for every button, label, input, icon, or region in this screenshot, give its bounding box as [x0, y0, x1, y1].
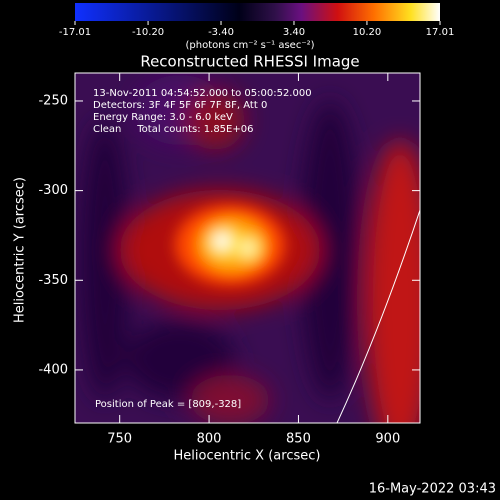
colorbar: [75, 3, 440, 21]
y-axis-label: Heliocentric Y (arcsec): [13, 177, 28, 323]
y-tick-label: -350: [38, 273, 68, 288]
colorbar-tick-label: 17.01: [426, 27, 455, 38]
plot-frame: [74, 72, 421, 424]
image: [75, 73, 420, 423]
x-tick-label: 850: [286, 432, 311, 447]
colorbar-tick-label: -3.40: [208, 27, 234, 38]
y-tick-label: -250: [38, 93, 68, 108]
info-line: Detectors: 3F 4F 5F 6F 7F 8F, Att 0: [93, 100, 267, 111]
colorbar-units: (photons cm⁻² s⁻¹ asec⁻²): [185, 40, 314, 51]
x-axis-label: Heliocentric X (arcsec): [174, 449, 321, 464]
peak-label: Position of Peak = [809,-328]: [95, 399, 241, 410]
footer: 16-May-2022 03:43: [369, 482, 496, 497]
y-tick-label: -400: [38, 362, 68, 377]
info-line: Clean Total counts: 1.85E+06: [93, 124, 253, 135]
y-tick-label: -300: [38, 183, 68, 198]
colorbar-tick-label: 3.40: [283, 27, 305, 38]
chart-title: Reconstructed RHESSI Image: [140, 53, 359, 71]
colorbar-tick-label: -17.01: [59, 27, 91, 38]
colorbar-tick-label: -10.20: [132, 27, 164, 38]
solar-limb: [336, 209, 420, 423]
x-tick-label: 800: [197, 432, 222, 447]
colorbar-tick-label: 10.20: [353, 27, 382, 38]
info-line: Energy Range: 3.0 - 6.0 keV: [93, 112, 233, 123]
info-line: 13-Nov-2011 04:54:52.000 to 05:00:52.000: [93, 88, 312, 99]
x-tick-label: 750: [107, 432, 132, 447]
x-tick-label: 900: [375, 432, 400, 447]
